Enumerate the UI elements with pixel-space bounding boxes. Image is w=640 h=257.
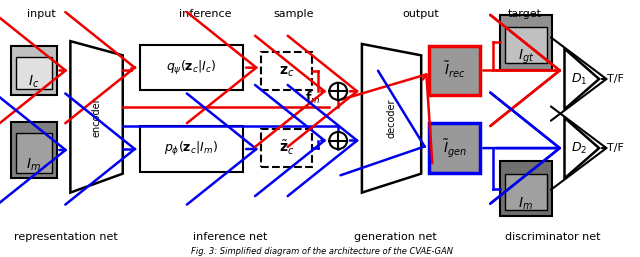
- Polygon shape: [70, 41, 123, 192]
- Text: generation net: generation net: [354, 232, 436, 242]
- Bar: [261, 129, 312, 167]
- Bar: [505, 27, 547, 63]
- Text: representation net: representation net: [14, 232, 118, 242]
- Bar: [429, 123, 481, 173]
- Text: T/F: T/F: [607, 143, 624, 153]
- Text: $\mathbf{f}_m$: $\mathbf{f}_m$: [305, 90, 320, 106]
- Text: input: input: [26, 9, 55, 19]
- Polygon shape: [362, 44, 421, 192]
- Text: $I_m$: $I_m$: [26, 157, 41, 173]
- Bar: [16, 57, 52, 89]
- Text: $\mathbf{z}_c$: $\mathbf{z}_c$: [279, 64, 294, 79]
- Polygon shape: [564, 49, 599, 109]
- Text: inference net: inference net: [193, 232, 268, 242]
- Text: Fig. 3: Simplified diagram of the architecture of the CVAE-GAN: Fig. 3: Simplified diagram of the archit…: [191, 247, 453, 256]
- Bar: [11, 122, 56, 178]
- Text: $I_{gt}$: $I_{gt}$: [518, 48, 534, 66]
- Text: encoder: encoder: [92, 97, 102, 137]
- Bar: [140, 45, 243, 90]
- Bar: [500, 161, 552, 216]
- Text: $D_2$: $D_2$: [571, 141, 587, 156]
- Text: $q_\psi(\mathbf{z}_c|I_c)$: $q_\psi(\mathbf{z}_c|I_c)$: [166, 59, 216, 77]
- Bar: [429, 46, 481, 95]
- Bar: [505, 174, 547, 210]
- Text: $p_\phi(\mathbf{z}_c|I_m)$: $p_\phi(\mathbf{z}_c|I_m)$: [164, 140, 218, 158]
- Bar: [261, 52, 312, 90]
- Bar: [500, 15, 552, 70]
- Polygon shape: [564, 118, 599, 178]
- Text: inference: inference: [179, 9, 232, 19]
- Text: $I_m$: $I_m$: [518, 196, 533, 212]
- Text: $D_1$: $D_1$: [571, 71, 587, 87]
- Bar: [11, 46, 56, 95]
- Bar: [140, 126, 243, 172]
- Text: discriminator net: discriminator net: [506, 232, 601, 242]
- Text: $\tilde{I}_{rec}$: $\tilde{I}_{rec}$: [444, 60, 465, 80]
- Text: output: output: [402, 9, 439, 19]
- Bar: [16, 133, 52, 173]
- Text: sample: sample: [274, 9, 314, 19]
- Text: $\tilde{\mathbf{z}}_c$: $\tilde{\mathbf{z}}_c$: [279, 139, 294, 157]
- Text: T/F: T/F: [607, 74, 624, 84]
- Text: $\tilde{I}_{gen}$: $\tilde{I}_{gen}$: [443, 137, 467, 159]
- Text: $I_c$: $I_c$: [28, 74, 40, 90]
- Circle shape: [330, 132, 347, 149]
- Text: target: target: [508, 9, 542, 19]
- Text: decoder: decoder: [387, 98, 397, 138]
- Circle shape: [330, 83, 347, 100]
